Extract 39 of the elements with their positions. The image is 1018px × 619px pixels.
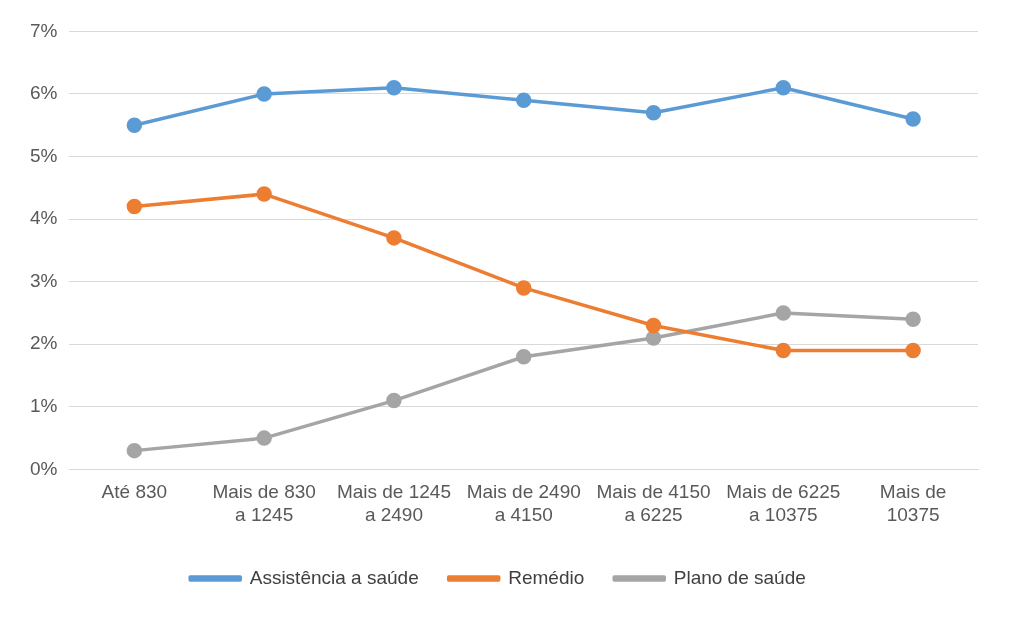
point [256,430,272,446]
point [126,442,143,459]
x-tick-label: Mais de 830 a 1245 [212,481,316,525]
legend-label: Assistência a saúde [249,566,419,588]
point [645,104,662,121]
y-tick-label: 2% [29,332,58,354]
y-tick-label: 6% [29,82,58,104]
point [256,186,272,202]
point [905,111,921,127]
y-tick-label: 7% [29,19,58,41]
x-tick-label: Mais de 4150 a 6225 [596,481,711,525]
point [386,79,402,96]
y-tick-label: 0% [29,457,58,479]
y-tick-label: 4% [29,207,58,229]
point [515,349,532,365]
point [905,342,921,359]
y-tick-label: 1% [29,395,58,417]
y-tick-label: 3% [29,269,58,291]
point [645,330,662,346]
point [256,86,272,102]
point [126,117,143,134]
point [126,198,143,215]
legend-label: Plano de saúde [673,566,806,588]
point [515,280,532,296]
x-tick-label: Mais de 6225 a 10375 [726,481,841,525]
point [775,79,792,96]
point [386,230,402,246]
y-tick-label: 5% [29,144,58,166]
legend-label: Remédio [508,566,585,588]
point [775,305,792,321]
x-tick-label: Mais de 10375 [879,481,947,525]
x-tick-label: Mais de 2490 a 4150 [466,481,581,525]
x-tick-label: Até 830 [101,481,168,503]
point [386,392,402,409]
point [775,342,792,359]
x-tick-label: Mais de 1245 a 2490 [336,481,451,525]
point [645,317,662,334]
point [905,311,921,327]
point [515,92,532,108]
